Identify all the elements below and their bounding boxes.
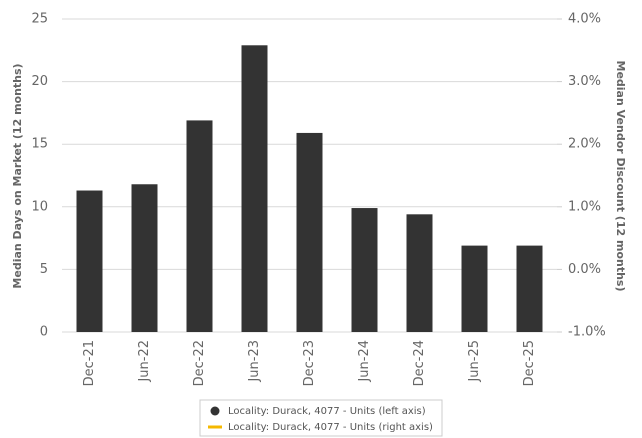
x-tick-label: Jun-25 bbox=[467, 340, 482, 383]
x-tick-label: Jun-22 bbox=[137, 340, 152, 383]
x-tick-label: Jun-23 bbox=[247, 340, 262, 383]
legend-label: Locality: Durack, 4077 - Units (right ax… bbox=[228, 422, 433, 433]
x-tick-label: Dec-21 bbox=[82, 340, 97, 386]
legend-label: Locality: Durack, 4077 - Units (left axi… bbox=[228, 406, 426, 417]
bar bbox=[351, 208, 378, 332]
legend-box bbox=[199, 399, 443, 437]
y2-tick-label: 1.0% bbox=[568, 199, 601, 214]
bar bbox=[461, 245, 488, 332]
bar bbox=[406, 214, 433, 332]
y2-axis-title: Median Vendor Discount (12 months) bbox=[614, 61, 627, 292]
y-tick-label: 20 bbox=[31, 74, 48, 89]
y2-tick-label: 4.0% bbox=[568, 12, 601, 27]
y-tick-label: 25 bbox=[31, 12, 48, 27]
x-tick-label: Jun-24 bbox=[357, 340, 372, 383]
y-tick-label: 15 bbox=[31, 137, 48, 152]
x-tick-label: Dec-24 bbox=[412, 340, 427, 386]
y2-tick-label: 3.0% bbox=[568, 74, 601, 89]
x-tick-label: Dec-23 bbox=[302, 340, 317, 386]
bar bbox=[186, 120, 213, 332]
y-tick-label: 0 bbox=[40, 325, 48, 340]
bar bbox=[296, 132, 323, 332]
legend-marker bbox=[208, 425, 222, 429]
bar bbox=[241, 45, 268, 333]
x-tick-label: Dec-22 bbox=[192, 340, 207, 386]
legend-marker bbox=[210, 406, 220, 416]
y-tick-label: 10 bbox=[31, 199, 48, 214]
y2-tick-label: 2.0% bbox=[568, 137, 601, 152]
y-tick-label: 5 bbox=[40, 262, 48, 277]
bar bbox=[76, 190, 103, 332]
x-tick-label: Dec-25 bbox=[522, 340, 537, 386]
bar bbox=[516, 245, 543, 332]
y-axis-title: Median Days on Market (12 months) bbox=[11, 63, 24, 288]
bar bbox=[131, 184, 158, 332]
y2-tick-label: 0.0% bbox=[568, 262, 601, 277]
y2-tick-label: -1.0% bbox=[568, 325, 606, 340]
